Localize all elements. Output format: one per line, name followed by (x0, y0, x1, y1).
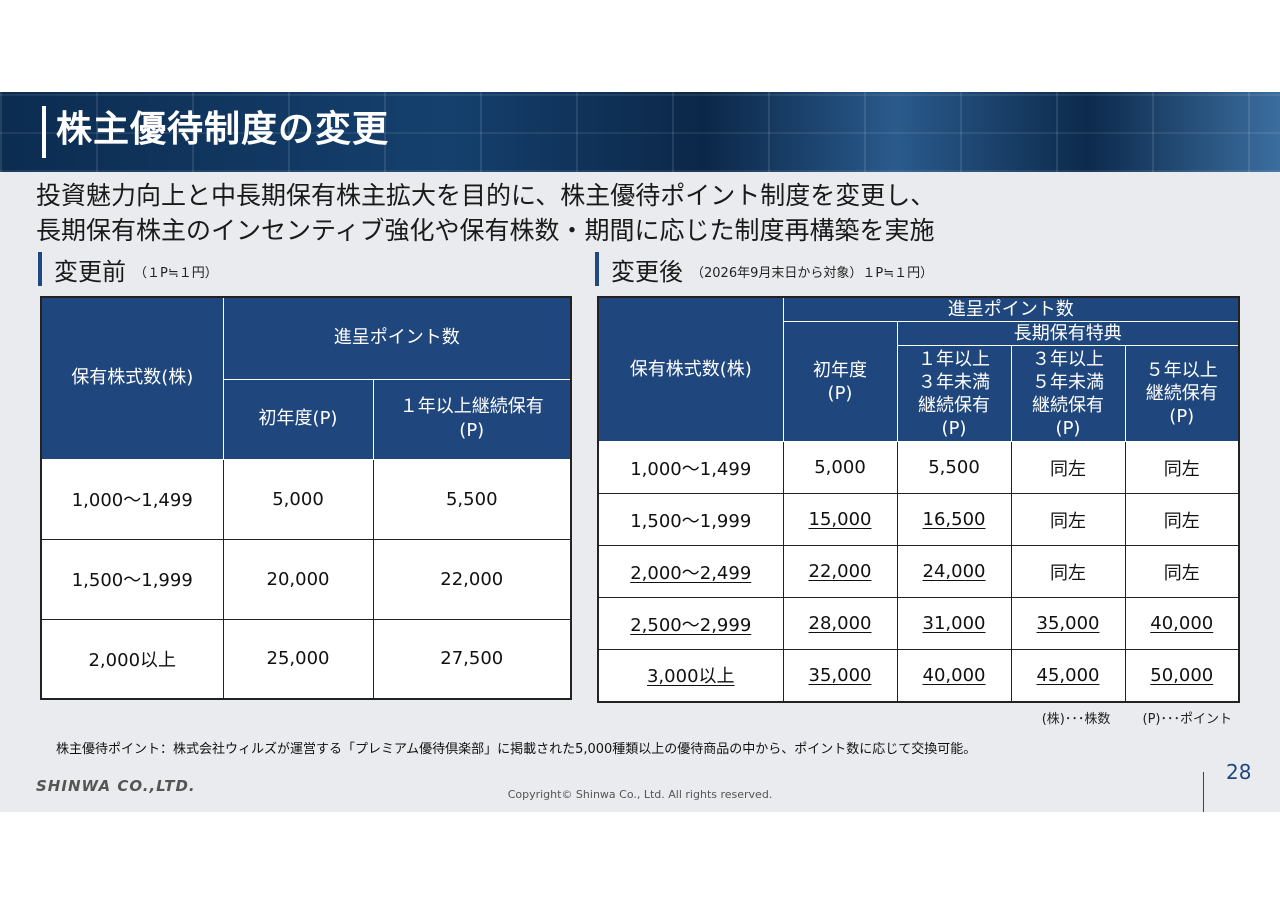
legend-points: (P)･･･ポイント (1142, 712, 1232, 727)
before-first-cell: 25,000 (222, 618, 374, 700)
before-shares-cell: 1,500～1,999 (40, 538, 224, 620)
table-row: 2,500～2,999 28,000 31,000 35,000 40,000 (597, 597, 1240, 650)
table-legend: (株)･･･株数 (P)･･･ポイント (1042, 708, 1232, 727)
after-1to3-cell: 5,500 (896, 441, 1012, 494)
after-col-5plus: ５年以上 継続保有 (P) (1124, 345, 1240, 442)
before-table: 保有株式数(株) 進呈ポイント数 初年度(P) １年以上継続保有 (P) 1,0… (40, 296, 572, 700)
after-1to3-cell: 40,000 (896, 649, 1012, 702)
after-5plus-cell: 同左 (1124, 441, 1240, 494)
after-first-cell: 15,000 (782, 493, 898, 546)
before-col-shares: 保有株式数(株) (40, 296, 224, 460)
after-3to5-cell: 同左 (1010, 545, 1126, 598)
before-heading: 変更前 （１P≒１円） (38, 252, 218, 286)
after-5plus-cell: 40,000 (1124, 597, 1240, 650)
before-long-cell: 27,500 (372, 618, 572, 700)
after-5plus-cell: 同左 (1124, 493, 1240, 546)
table-row: 1,500～1,999 20,000 22,000 (40, 538, 572, 620)
lead-line-2: 長期保有株主のインセンティブ強化や保有株数・期間に応じた制度再構築を実施 (36, 216, 935, 245)
before-shares-cell: 1,000～1,499 (40, 458, 224, 540)
after-3to5-cell: 同左 (1010, 441, 1126, 494)
before-col-long: １年以上継続保有 (P) (372, 378, 572, 460)
table-row: 2,000～2,499 22,000 24,000 同左 同左 (597, 545, 1240, 598)
table-row: 2,000以上 25,000 27,500 (40, 618, 572, 700)
after-shares-cell: 2,500～2,999 (597, 597, 784, 650)
after-5plus-cell: 同左 (1124, 545, 1240, 598)
before-long-cell: 5,500 (372, 458, 572, 540)
after-first-cell: 22,000 (782, 545, 898, 598)
after-first-cell: 35,000 (782, 649, 898, 702)
table-row: 1,000～1,499 5,000 5,500 同左 同左 (597, 441, 1240, 494)
copyright: Copyright© Shinwa Co., Ltd. All rights r… (507, 788, 773, 801)
before-heading-bar (38, 252, 42, 286)
after-shares-cell: 1,500～1,999 (597, 493, 784, 546)
table-row: 1,500～1,999 15,000 16,500 同左 同左 (597, 493, 1240, 546)
slide: 株主優待制度の変更 投資魅力向上と中長期保有株主拡大を目的に、株主優待ポイント制… (0, 92, 1280, 812)
title-banner: 株主優待制度の変更 (0, 92, 1280, 172)
after-heading-title: 変更後 (611, 257, 683, 286)
before-long-cell: 22,000 (372, 538, 572, 620)
after-first-cell: 28,000 (782, 597, 898, 650)
lead-text: 投資魅力向上と中長期保有株主拡大を目的に、株主優待ポイント制度を変更し、 長期保… (36, 178, 1236, 248)
after-heading-note: （2026年9月末日から対象）１P≒１円） (691, 265, 934, 281)
before-shares-cell: 2,000以上 (40, 618, 224, 700)
title-accent-bar (42, 106, 46, 158)
after-col-1to3: １年以上 ３年未満 継続保有 (P) (896, 345, 1012, 442)
after-first-cell: 5,000 (782, 441, 898, 494)
after-col-points: 進呈ポイント数 (782, 296, 1240, 322)
page-title: 株主優待制度の変更 (56, 109, 390, 150)
before-col-first: 初年度(P) (222, 378, 374, 460)
after-shares-cell: 3,000以上 (597, 649, 784, 702)
before-col-points: 進呈ポイント数 (222, 296, 572, 380)
after-col-shares: 保有株式数(株) (597, 296, 784, 442)
after-1to3-cell: 24,000 (896, 545, 1012, 598)
after-3to5-cell: 45,000 (1010, 649, 1126, 702)
before-first-cell: 20,000 (222, 538, 374, 620)
before-first-cell: 5,000 (222, 458, 374, 540)
before-heading-title: 変更前 (54, 257, 126, 286)
after-table: 保有株式数(株) 進呈ポイント数 初年度 (P) 長期保有特典 １年以上 ３年未… (597, 296, 1240, 703)
after-shares-cell: 2,000～2,499 (597, 545, 784, 598)
company-logo: SHINWA CO.,LTD. (36, 777, 196, 795)
after-1to3-cell: 31,000 (896, 597, 1012, 650)
table-row: 3,000以上 35,000 40,000 45,000 50,000 (597, 649, 1240, 702)
before-heading-note: （１P≒１円） (134, 265, 218, 281)
after-heading: 変更後 （2026年9月末日から対象）１P≒１円） (595, 252, 933, 286)
legend-shares: (株)･･･株数 (1041, 712, 1111, 727)
after-5plus-cell: 50,000 (1124, 649, 1240, 702)
after-col-long-group: 長期保有特典 (896, 321, 1240, 346)
after-1to3-cell: 16,500 (896, 493, 1012, 546)
after-col-3to5: ３年以上 ５年未満 継続保有 (P) (1010, 345, 1126, 442)
after-3to5-cell: 35,000 (1010, 597, 1126, 650)
page-number-divider (1203, 772, 1204, 812)
after-shares-cell: 1,000～1,499 (597, 441, 784, 494)
banner-background-image (0, 92, 1280, 172)
after-col-first: 初年度 (P) (782, 321, 898, 442)
footnote: 株主優待ポイント：株式会社ウィルズが運営する「プレミアム優待倶楽部」に掲載された… (56, 742, 977, 757)
table-row: 1,000～1,499 5,000 5,500 (40, 458, 572, 540)
page-number: 28 (1226, 760, 1252, 784)
after-3to5-cell: 同左 (1010, 493, 1126, 546)
lead-line-1: 投資魅力向上と中長期保有株主拡大を目的に、株主優待ポイント制度を変更し、 (36, 181, 936, 210)
after-heading-bar (595, 252, 599, 286)
